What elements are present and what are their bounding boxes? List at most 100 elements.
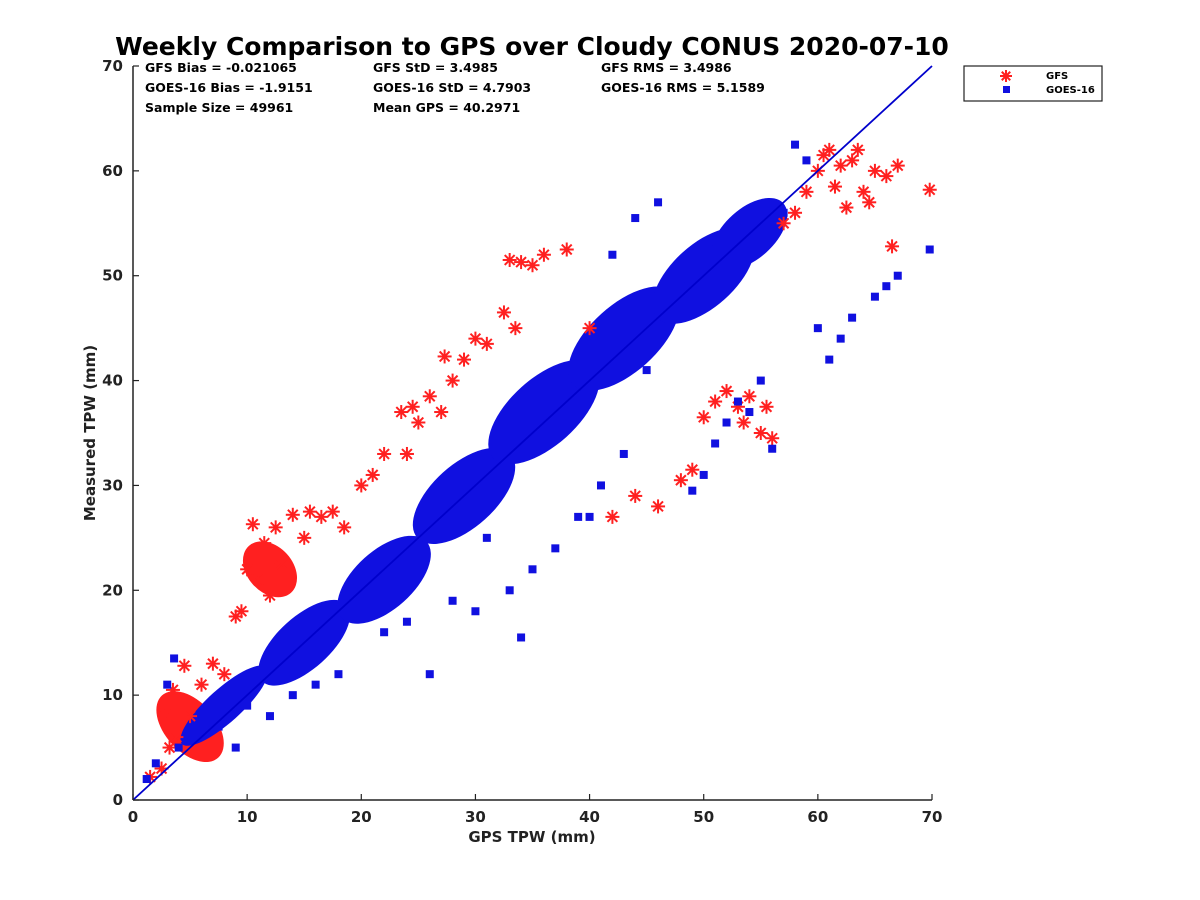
gfs-point (422, 389, 437, 404)
stat-goes-bias: GOES-16 Bias = -1.9151 (145, 80, 313, 95)
stat-gfs-std: GFS StD = 3.4985 (373, 60, 498, 75)
y-tick-label: 10 (102, 686, 123, 704)
x-tick-label: 60 (807, 808, 828, 826)
goes16-point (756, 376, 765, 385)
goes16-point (825, 355, 834, 364)
gfs-point (437, 349, 452, 364)
goes16-point (402, 617, 411, 626)
goes16-point (768, 444, 777, 453)
goes16-point (779, 208, 788, 217)
gfs-point (297, 530, 312, 545)
stat-gfs-bias: GFS Bias = -0.021065 (145, 60, 297, 75)
goes16-point (174, 743, 183, 752)
x-tick-label: 10 (237, 808, 258, 826)
x-tick-label: 70 (922, 808, 943, 826)
gfs-point (217, 667, 232, 682)
goes16-point (882, 282, 891, 291)
gfs-point (759, 399, 774, 414)
goes16-point (654, 198, 663, 207)
goes16-point (288, 691, 297, 700)
gfs-point (162, 740, 177, 755)
gfs-point (399, 446, 414, 461)
legend-box (963, 65, 1103, 102)
stat-mean-gps: Mean GPS = 40.2971 (373, 100, 520, 115)
stats-annotations: GFS Bias = -0.021065 GFS StD = 3.4985 GF… (145, 60, 765, 115)
gfs-point (799, 184, 814, 199)
one-to-one-line (132, 65, 933, 801)
legend-gfs-label: GFS (1046, 71, 1068, 82)
goes16-point (893, 271, 902, 280)
gfs-point (354, 478, 369, 493)
stat-sample-size: Sample Size = 49961 (145, 100, 293, 115)
stat-gfs-rms: GFS RMS = 3.4986 (601, 60, 732, 75)
gfs-point (268, 520, 283, 535)
gfs-point (160, 703, 175, 718)
goes16-point (745, 408, 754, 417)
gfs-point (822, 142, 837, 157)
y-tick-label: 40 (102, 372, 123, 390)
gfs-point (742, 389, 757, 404)
gfs-point (696, 410, 711, 425)
density-cloud (337, 535, 431, 624)
goes16-point (733, 397, 742, 406)
gfs-point (262, 588, 277, 603)
y-tick-label: 50 (102, 267, 123, 285)
goes16-point (142, 775, 151, 784)
gfs-point (183, 709, 198, 724)
goes16-point (243, 701, 252, 710)
gfs-point (922, 182, 937, 197)
stat-goes-std: GOES-16 StD = 4.7903 (373, 80, 531, 95)
density-cloud (488, 359, 600, 465)
gfs-point (457, 352, 472, 367)
plot-axes (132, 66, 932, 801)
density-clouds (156, 197, 788, 763)
gfs-point (605, 509, 620, 524)
goes16-point (191, 733, 200, 742)
x-axis-label: GPS TPW (mm) (468, 828, 595, 846)
y-tick-label: 0 (113, 791, 123, 809)
gfs-point (879, 169, 894, 184)
gfs-point (337, 520, 352, 535)
gfs-point (274, 557, 289, 572)
x-tick-label: 40 (579, 808, 600, 826)
gfs-point (776, 216, 791, 231)
goes16-point (608, 250, 617, 259)
gfs-point (850, 142, 865, 157)
goes16-point (699, 470, 708, 479)
goes16-point (722, 418, 731, 427)
goes16-point (151, 759, 160, 768)
legend-goes16-marker (1003, 86, 1010, 93)
gfs-point (651, 499, 666, 514)
x-tick-label: 30 (465, 808, 486, 826)
goes16-point (528, 565, 537, 574)
goes16-point (925, 245, 934, 254)
goes16-point (214, 722, 223, 731)
goes16-point (596, 481, 605, 490)
chart-title: Weekly Comparison to GPS over Cloudy CON… (115, 32, 949, 61)
gfs-point (673, 473, 688, 488)
gfs-point (753, 426, 768, 440)
gfs-point (314, 509, 329, 524)
gfs-point (582, 321, 597, 336)
goes16-point (163, 680, 172, 689)
gfs-point (257, 536, 272, 551)
x-tick-label: 20 (351, 808, 372, 826)
gfs-point (496, 305, 511, 320)
gfs-point (251, 572, 266, 587)
legend-gfs-marker (1000, 70, 1012, 82)
legend: GFS GOES-16 (963, 65, 1103, 102)
gfs-point (405, 399, 420, 414)
gfs-point (536, 247, 551, 262)
goes16-point (471, 607, 480, 616)
goes16-point (619, 449, 628, 458)
goes16-point (711, 439, 720, 448)
gfs-point (169, 730, 184, 745)
gfs-point (628, 488, 643, 503)
gfs-point (377, 446, 392, 461)
gfs-point (365, 467, 380, 482)
gfs-point (325, 504, 340, 519)
gfs-point (685, 462, 700, 477)
y-tick-label: 30 (102, 476, 123, 494)
goes16-point (334, 670, 343, 679)
goes16-point (585, 512, 594, 521)
